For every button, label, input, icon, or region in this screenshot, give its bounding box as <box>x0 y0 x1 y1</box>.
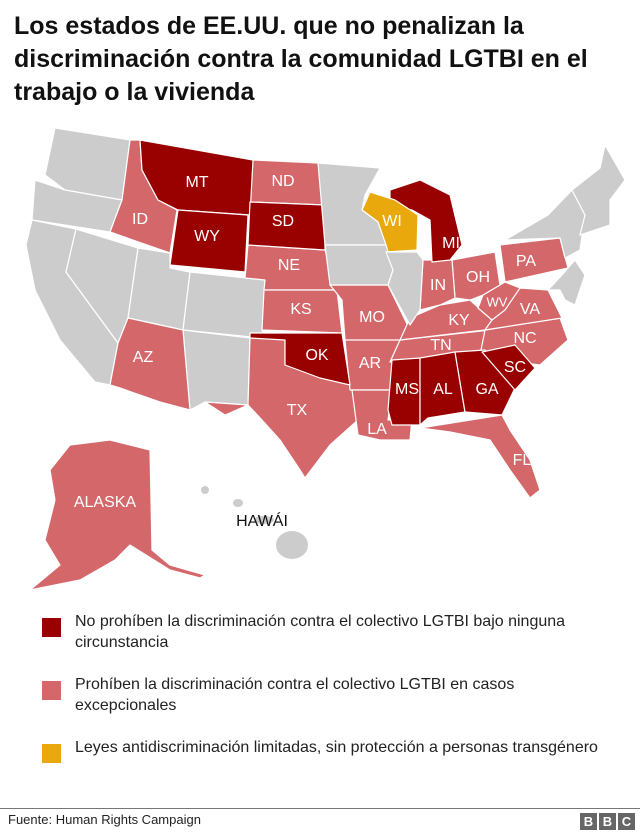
label-ks: KS <box>290 301 311 318</box>
label-ok: OK <box>305 347 328 364</box>
state-az <box>109 317 191 411</box>
legend-swatch-light-red <box>42 681 61 700</box>
label-nd: ND <box>271 173 294 190</box>
legend-label: Leyes antidiscriminación limitadas, sin … <box>75 739 598 756</box>
legend-swatch-yellow <box>42 744 61 763</box>
label-tn: TN <box>430 337 451 354</box>
state-sd <box>247 201 326 251</box>
state-hi-maui <box>254 516 274 524</box>
label-sd: SD <box>272 213 294 230</box>
state-ak <box>29 439 206 591</box>
label-sc: SC <box>504 359 526 376</box>
label-wv: WV <box>487 294 508 309</box>
legend-item-casos-excepcionales: Prohíben la discriminación contra el col… <box>40 674 620 716</box>
legend-label: Prohíben la discriminación contra el col… <box>75 676 515 714</box>
label-fl: FL <box>513 452 532 469</box>
label-ms: MS <box>395 381 419 398</box>
us-map: MT ND ID WY SD NE KS OK AZ TX MO AR LA M… <box>0 125 640 595</box>
legend-swatch-dark-red <box>42 618 61 637</box>
label-alaska: ALASKA <box>74 494 137 511</box>
state-hi-oahu <box>233 499 243 507</box>
bbc-logo: B B C <box>580 813 635 830</box>
label-wi: WI <box>382 213 402 230</box>
label-mo: MO <box>359 309 385 326</box>
label-ga: GA <box>475 381 498 398</box>
state-il <box>385 251 424 326</box>
footer-divider <box>0 808 640 809</box>
state-ms <box>387 357 421 426</box>
state-hi-kauai <box>201 486 209 494</box>
legend-item-no-prohiben: No prohíben la discriminación contra el … <box>40 611 620 653</box>
label-mt: MT <box>185 174 208 191</box>
label-wy: WY <box>194 228 220 245</box>
label-ky: KY <box>448 312 470 329</box>
state-al <box>419 351 466 426</box>
label-la: LA <box>367 421 387 438</box>
label-pa: PA <box>516 253 536 270</box>
legend-label: No prohíben la discriminación contra el … <box>75 613 566 651</box>
label-ne: NE <box>278 257 300 274</box>
chart-title: Los estados de EE.UU. que no penalizan l… <box>14 12 588 106</box>
state-ok <box>249 332 351 386</box>
state-co <box>182 271 266 339</box>
source-text: Fuente: Human Rights Campaign <box>8 812 201 827</box>
state-ne-states <box>571 144 626 236</box>
state-wy <box>169 209 249 273</box>
label-hawaii: HAWÁI <box>236 511 288 530</box>
bbc-logo-block: B <box>580 813 597 830</box>
label-in: IN <box>430 277 446 294</box>
label-al: AL <box>433 381 453 398</box>
label-ar: AR <box>359 355 381 372</box>
label-tx: TX <box>287 402 308 419</box>
label-mi: MI <box>442 235 460 252</box>
state-hi-big <box>276 531 308 559</box>
state-nj-md-de <box>547 259 586 306</box>
state-sc <box>481 344 536 391</box>
label-va: VA <box>520 301 540 318</box>
label-id: ID <box>132 211 148 228</box>
state-fl <box>419 414 541 499</box>
legend-item-limitadas: Leyes antidiscriminación limitadas, sin … <box>40 737 620 763</box>
legend: No prohíben la discriminación contra el … <box>40 611 620 779</box>
label-nc: NC <box>513 330 536 347</box>
state-ia <box>324 244 394 286</box>
bbc-logo-block: B <box>599 813 616 830</box>
state-nm <box>182 329 251 411</box>
label-az: AZ <box>133 349 154 366</box>
bbc-logo-block: C <box>618 813 635 830</box>
state-ga <box>454 349 516 416</box>
label-oh: OH <box>466 269 490 286</box>
